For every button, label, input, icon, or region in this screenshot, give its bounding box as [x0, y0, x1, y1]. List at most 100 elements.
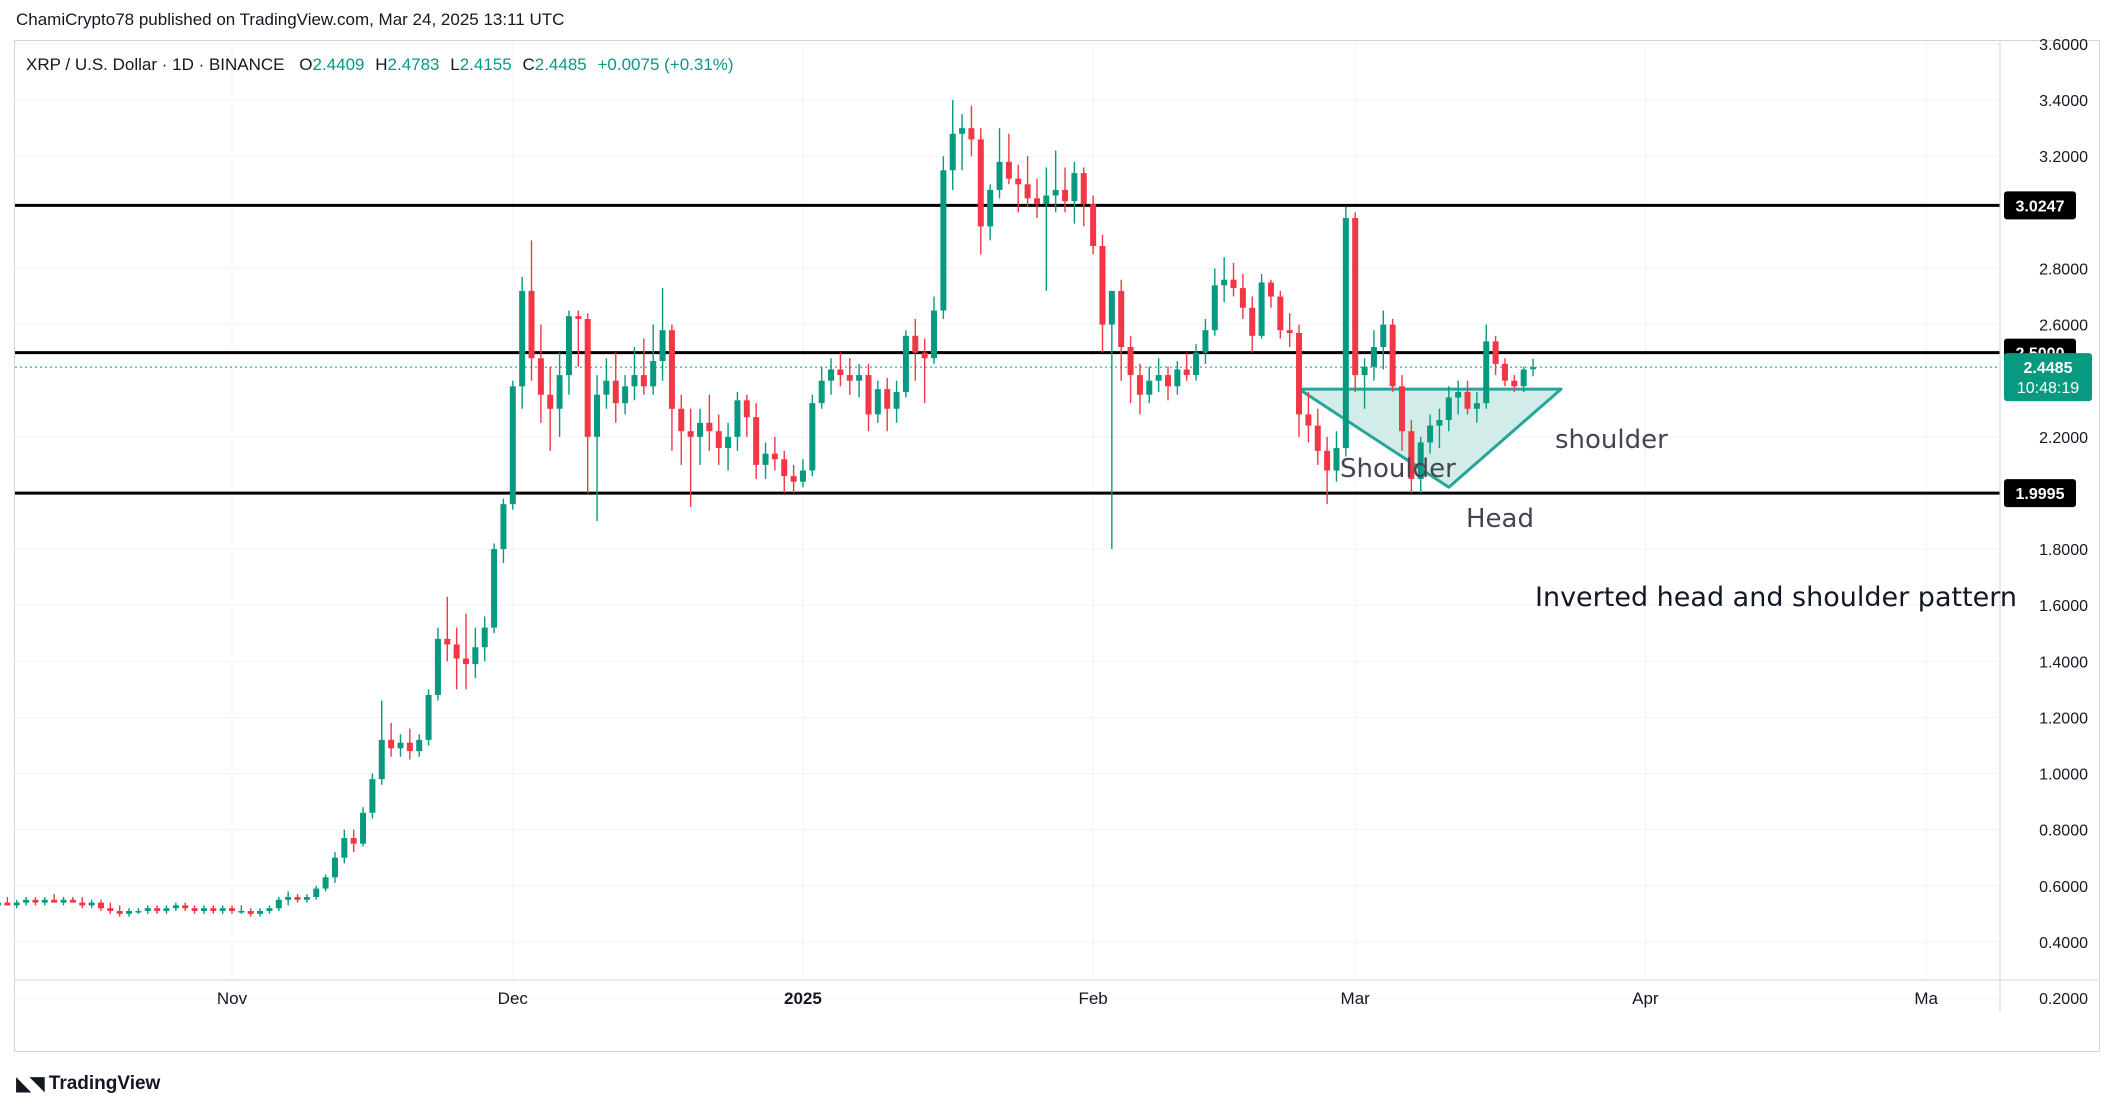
candle-up	[126, 908, 133, 917]
candle-up	[0, 902, 1, 906]
candle-up	[987, 184, 994, 241]
candle-down	[1305, 391, 1312, 443]
candle-body	[987, 189, 994, 227]
candle-up	[622, 375, 629, 415]
candle-down	[453, 627, 460, 690]
candle-body	[556, 375, 563, 409]
time-tick-label: Apr	[1632, 989, 1659, 1008]
tradingview-logo[interactable]: ◣◥ TradingView	[16, 1071, 160, 1096]
candle-down	[1511, 375, 1518, 392]
candle-body	[1464, 391, 1471, 409]
candle-down	[781, 450, 788, 493]
candle-body	[902, 335, 909, 392]
candle-down	[753, 403, 760, 479]
candle-down	[1314, 408, 1321, 465]
price-axis[interactable]: 3.6000 3.4000 3.2000 2.8000 2.6000 2.2000 1.80…	[1999, 37, 2092, 1012]
candle-down	[884, 377, 891, 432]
candle-down	[1099, 234, 1106, 353]
candle-body	[846, 375, 853, 381]
candle-up	[1071, 161, 1078, 224]
candle-up	[303, 894, 310, 903]
candle-body	[369, 779, 376, 813]
candle-body	[1230, 279, 1237, 289]
candle-down	[846, 358, 853, 395]
candle-down	[968, 105, 975, 157]
candle-body	[1333, 448, 1340, 471]
candle-layer[interactable]	[0, 100, 1537, 917]
candle-body	[285, 896, 292, 900]
candle-up	[1202, 318, 1209, 364]
candle-body	[1090, 203, 1097, 247]
candle-down	[771, 436, 778, 471]
candle-body	[1136, 375, 1143, 395]
candle-down	[4, 896, 11, 906]
candle-down	[388, 723, 395, 757]
legend-close-label: C	[522, 55, 534, 74]
candle-up	[893, 380, 900, 423]
candle-down	[1286, 313, 1293, 348]
candle-body	[1258, 282, 1265, 336]
candle-down	[678, 394, 685, 465]
candle-body	[921, 352, 928, 359]
legend-symbol: XRP / U.S. Dollar · 1D · BINANCE	[26, 55, 285, 74]
candle-down	[537, 324, 544, 423]
price-tick-label: 0.6000	[2039, 879, 2088, 896]
candle-up	[1520, 366, 1527, 392]
candle-body	[154, 908, 161, 912]
candle-body	[949, 133, 956, 171]
candle-up	[949, 100, 956, 190]
candle-body	[584, 318, 591, 437]
time-tick-label: Nov	[217, 989, 248, 1008]
candle-body	[88, 902, 95, 906]
time-axis[interactable]: Nov Dec 2025 Feb Mar Apr Ma	[15, 979, 2098, 1008]
candle-down	[912, 318, 919, 381]
candle-body	[1530, 367, 1537, 370]
price-tick-label: 0.2000	[2039, 991, 2088, 1008]
candle-body	[1361, 366, 1368, 376]
candle-down	[706, 394, 713, 451]
candle-up	[856, 363, 863, 398]
price-tick-label: 3.2000	[2039, 149, 2088, 166]
candle-down	[1389, 318, 1396, 392]
candle-body	[697, 422, 703, 437]
candle-body	[331, 857, 338, 878]
candle-body	[996, 161, 1003, 190]
candle-down	[210, 905, 217, 914]
candle-down	[1277, 290, 1284, 339]
pattern-label-head: Head	[1466, 504, 1534, 534]
candle-body	[1043, 195, 1050, 204]
candle-down	[1408, 419, 1415, 493]
candle-up	[285, 891, 292, 906]
candle-up	[940, 156, 947, 319]
candle-down	[1324, 436, 1331, 505]
price-tick-label: 0.4000	[2039, 935, 2088, 952]
candle-body	[1436, 419, 1443, 426]
candle-body	[631, 375, 638, 387]
candle-up	[434, 627, 441, 701]
pattern-title: Inverted head and shoulder pattern	[1535, 582, 2017, 613]
candle-body	[322, 877, 329, 889]
time-tick-label: Dec	[498, 989, 529, 1008]
candle-up	[1427, 414, 1434, 454]
candle-up	[491, 543, 498, 634]
candle-body	[1015, 178, 1022, 185]
chart-frame[interactable]	[14, 40, 2100, 1052]
candle-up	[594, 375, 601, 521]
candle-down	[1127, 335, 1134, 404]
candle-body	[247, 911, 254, 914]
candle-down	[575, 310, 582, 367]
candle-body	[23, 899, 30, 903]
candle-body	[472, 647, 479, 665]
candle-down	[640, 338, 647, 395]
candle-body	[1267, 282, 1274, 297]
candle-down	[921, 338, 928, 404]
candle-down	[1136, 363, 1143, 415]
candle-down	[1399, 375, 1405, 451]
price-tick-label: 1.4000	[2039, 654, 2088, 671]
candle-up	[331, 852, 338, 883]
candle-body	[1286, 330, 1293, 334]
candle-body	[1221, 279, 1228, 286]
candle-body	[1052, 189, 1059, 196]
candle-body	[940, 170, 947, 311]
